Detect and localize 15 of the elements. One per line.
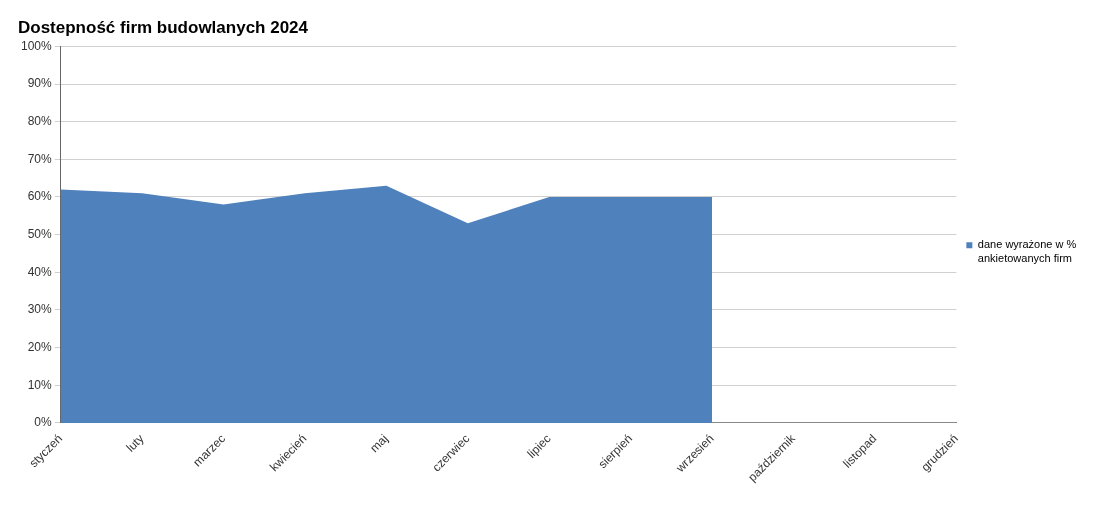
y-tick-label: 20%	[27, 339, 53, 354]
y-tick-label: 60%	[27, 189, 53, 204]
y-tick-label: 50%	[27, 226, 53, 241]
legend-label: dane wyrażone w % ankietowanych firm	[977, 238, 1077, 264]
y-tick-label: 0%	[34, 415, 53, 430]
y-tick-label: 40%	[27, 264, 53, 279]
y-tick-label: 100%	[20, 38, 53, 53]
x-tick-label: maj	[367, 431, 391, 456]
chart-title: Dostepność firm budowlanych 2024	[18, 17, 309, 37]
y-tick-label: 10%	[27, 377, 53, 392]
y-tick-label: 80%	[27, 114, 53, 129]
y-tick-label: 90%	[27, 76, 53, 91]
y-tick-label: 30%	[27, 302, 53, 317]
y-tick-label: 70%	[27, 151, 53, 166]
x-tick-label: luty	[123, 431, 147, 455]
